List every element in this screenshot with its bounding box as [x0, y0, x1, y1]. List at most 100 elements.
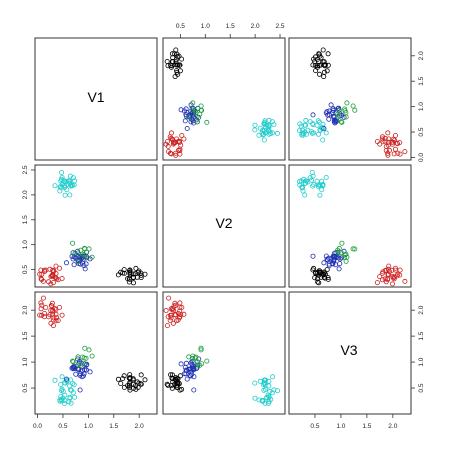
data-point — [55, 317, 61, 323]
tick-label-V1: 2.0 — [135, 423, 144, 430]
data-point — [266, 125, 272, 131]
data-point — [181, 136, 187, 142]
data-point — [343, 251, 349, 257]
data-point — [64, 376, 70, 382]
data-point — [125, 383, 131, 389]
data-point — [43, 304, 49, 310]
tick-label-V1: 0.0 — [418, 153, 425, 162]
data-point — [336, 266, 342, 272]
data-point — [189, 358, 195, 364]
data-point — [267, 388, 273, 394]
data-point — [39, 271, 45, 277]
data-point — [75, 253, 81, 259]
data-point — [179, 386, 185, 392]
data-point — [326, 255, 332, 261]
tick-label-V2: 1.5 — [22, 215, 29, 224]
data-point — [127, 372, 133, 378]
data-point — [178, 361, 184, 367]
data-point — [53, 318, 59, 324]
data-point — [311, 182, 317, 188]
data-point — [338, 119, 344, 125]
tick-label-V3: 2.0 — [418, 305, 425, 314]
data-point — [182, 118, 188, 124]
panel-V3-V1 — [34, 291, 158, 415]
tick-label-V1: 2.0 — [418, 51, 425, 60]
data-point — [50, 280, 56, 286]
data-point — [397, 267, 403, 273]
data-point — [262, 119, 268, 125]
data-point — [53, 270, 59, 276]
tick-label-V3: 1.0 — [418, 357, 425, 366]
data-point — [48, 281, 54, 287]
data-point — [86, 246, 92, 252]
data-point — [167, 312, 173, 318]
tick-label-V1: 1.5 — [418, 76, 425, 85]
data-point — [62, 380, 68, 386]
data-point — [392, 132, 398, 138]
data-point — [299, 184, 305, 190]
data-point — [199, 361, 205, 367]
tick-label-V1: 0.0 — [33, 423, 42, 430]
data-point — [323, 130, 329, 136]
data-point — [392, 146, 398, 152]
data-point — [82, 266, 88, 272]
data-point — [321, 260, 327, 266]
panel-frame — [162, 291, 286, 415]
data-point — [169, 51, 175, 57]
tick-label-V3: 1.5 — [418, 331, 425, 340]
data-point — [177, 304, 183, 310]
data-point — [62, 192, 68, 198]
data-point — [268, 396, 274, 402]
data-point — [183, 113, 189, 119]
data-point — [179, 56, 185, 62]
data-point — [163, 141, 169, 147]
tick-label-V2: 2.5 — [22, 165, 29, 174]
data-point — [57, 265, 63, 271]
data-point — [54, 315, 60, 321]
data-point — [188, 111, 194, 117]
panel-V1-V1 — [34, 37, 158, 161]
data-point — [59, 174, 65, 180]
panel-V1-V2 — [162, 37, 286, 161]
data-point — [189, 371, 195, 377]
data-point — [315, 279, 321, 285]
data-point — [173, 302, 179, 308]
tick-label-V2: 0.5 — [176, 23, 185, 30]
tick-label-V3: 1.5 — [362, 423, 371, 430]
data-point — [67, 387, 73, 393]
data-point — [87, 369, 93, 375]
data-point — [133, 386, 139, 392]
data-point — [317, 127, 323, 133]
data-point — [191, 387, 197, 393]
data-point — [339, 119, 345, 125]
data-point — [262, 386, 268, 392]
data-point — [314, 64, 320, 70]
data-point — [266, 383, 272, 389]
data-point — [191, 366, 197, 372]
data-point — [179, 304, 185, 310]
data-point — [138, 272, 144, 278]
data-point — [62, 397, 68, 403]
data-point — [52, 377, 58, 383]
data-point — [377, 274, 383, 280]
data-point — [82, 345, 88, 351]
data-point — [260, 132, 266, 138]
data-point — [252, 380, 258, 386]
data-point — [336, 245, 342, 251]
panel-V2-V3 — [288, 164, 412, 288]
data-point — [81, 263, 87, 269]
data-point — [335, 114, 341, 120]
data-point — [177, 62, 183, 68]
data-point — [377, 141, 383, 147]
data-point — [320, 47, 326, 53]
diag-label-v3: V3 — [340, 342, 357, 358]
data-point — [402, 149, 408, 155]
panel-frame — [162, 37, 286, 161]
data-point — [262, 380, 268, 386]
data-point — [330, 106, 336, 112]
data-point — [383, 148, 389, 154]
data-point — [170, 320, 176, 326]
data-point — [314, 57, 320, 63]
data-point — [193, 354, 199, 360]
data-point — [67, 173, 73, 179]
